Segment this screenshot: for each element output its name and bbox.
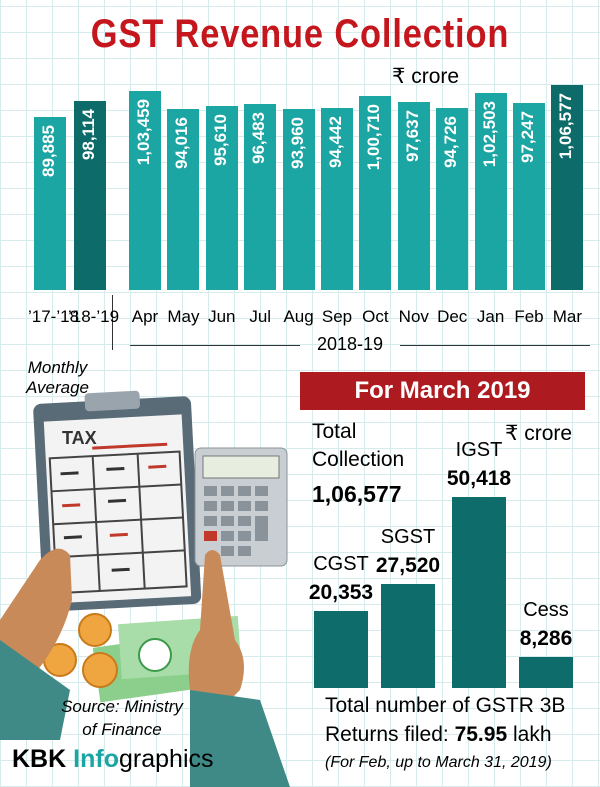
bar bbox=[551, 85, 584, 290]
brand-part: graphics bbox=[119, 745, 214, 773]
group-label: Monthly Average bbox=[25, 358, 89, 397]
brand-part: Info bbox=[73, 745, 119, 773]
group-line bbox=[130, 345, 300, 346]
clipboard bbox=[33, 390, 202, 612]
bar bbox=[314, 610, 368, 688]
x-tick-label: Mar bbox=[552, 307, 583, 326]
value-label: 94,016 bbox=[172, 117, 192, 170]
value-label: 8,286 bbox=[519, 626, 573, 650]
returns-value: 75.95 bbox=[454, 723, 508, 746]
bar bbox=[321, 108, 353, 290]
unit-label: ₹ crore bbox=[392, 65, 460, 88]
value-label: 93,960 bbox=[287, 117, 307, 170]
clipboard-label: TAX bbox=[62, 428, 97, 448]
category-label: SGST bbox=[380, 525, 436, 548]
brand-part: KBK bbox=[12, 745, 67, 773]
value-label: 1,03,459 bbox=[134, 98, 153, 166]
value-label: 27,520 bbox=[375, 553, 441, 577]
bar bbox=[436, 107, 469, 290]
x-tick-label: Sep bbox=[321, 307, 353, 326]
value-label: 98,114 bbox=[79, 109, 98, 161]
category-label: Cess bbox=[523, 598, 569, 621]
category-label: CGST bbox=[313, 552, 369, 575]
value-label: 96,483 bbox=[249, 112, 269, 165]
bar bbox=[359, 96, 392, 290]
bar bbox=[167, 109, 200, 290]
returns-text: Total number of GSTR 3B bbox=[325, 694, 566, 717]
divider bbox=[112, 295, 113, 350]
value-label: 97,637 bbox=[402, 110, 422, 163]
category-label: IGST bbox=[455, 439, 503, 461]
x-tick-label: Jun bbox=[208, 307, 236, 326]
bar bbox=[129, 90, 161, 290]
bar bbox=[74, 101, 106, 290]
x-tick-label: Jul bbox=[249, 307, 272, 326]
group-line bbox=[400, 345, 590, 346]
bar bbox=[452, 497, 506, 688]
value-label: 1,02,503 bbox=[479, 100, 499, 168]
value-label: 20,353 bbox=[308, 580, 374, 604]
bar bbox=[244, 104, 277, 290]
brand: KBK Infographics bbox=[12, 745, 214, 774]
hands bbox=[0, 548, 290, 787]
x-tick-label: Oct bbox=[362, 307, 389, 326]
bar bbox=[381, 583, 435, 688]
total-value: 1,06,577 bbox=[312, 481, 402, 507]
x-tick-label: Aug bbox=[283, 307, 314, 326]
chart-title: GST Revenue Collection bbox=[90, 12, 510, 56]
x-tick-label: ’18-’19 bbox=[68, 307, 120, 326]
x-tick-label: Feb bbox=[514, 307, 544, 326]
x-tick-label: Jan bbox=[476, 307, 505, 326]
bar bbox=[34, 117, 66, 290]
x-tick-label: Nov bbox=[398, 307, 429, 326]
value-label: 1,06,577 bbox=[556, 93, 576, 160]
returns-text: Returns filed: 75.95 lakh bbox=[325, 723, 552, 747]
group-label: 2018-19 bbox=[316, 334, 384, 354]
banner bbox=[300, 372, 585, 410]
returns-note: (For Feb, up to March 31, 2019) bbox=[325, 754, 552, 771]
value-label: 94,726 bbox=[441, 115, 461, 168]
bar bbox=[397, 102, 430, 290]
value-label: 1,00,710 bbox=[364, 104, 384, 171]
x-tick-label: Apr bbox=[131, 307, 159, 326]
value-label: 89,885 bbox=[39, 125, 58, 178]
banner-title: For March 2019 bbox=[354, 377, 531, 404]
source: Source: Ministry of Finance bbox=[61, 697, 183, 739]
x-tick-label: Dec bbox=[437, 307, 468, 326]
bar bbox=[205, 106, 238, 290]
unit-label: ₹ crore bbox=[505, 422, 573, 445]
bar bbox=[519, 656, 573, 688]
total-label: Total Collection bbox=[312, 420, 405, 471]
bar bbox=[513, 102, 545, 290]
bar bbox=[474, 92, 507, 290]
value-label: 94,442 bbox=[326, 116, 345, 169]
x-tick-label: ’17-’18 bbox=[28, 307, 80, 326]
value-label: 50,418 bbox=[446, 467, 512, 490]
calculator bbox=[194, 447, 288, 567]
value-label: 95,610 bbox=[210, 114, 230, 167]
bar bbox=[282, 109, 315, 290]
returns-label: Returns filed: bbox=[325, 723, 449, 746]
value-label: 97,247 bbox=[518, 110, 537, 163]
returns-unit: lakh bbox=[512, 723, 552, 746]
x-tick-label: May bbox=[167, 307, 200, 326]
